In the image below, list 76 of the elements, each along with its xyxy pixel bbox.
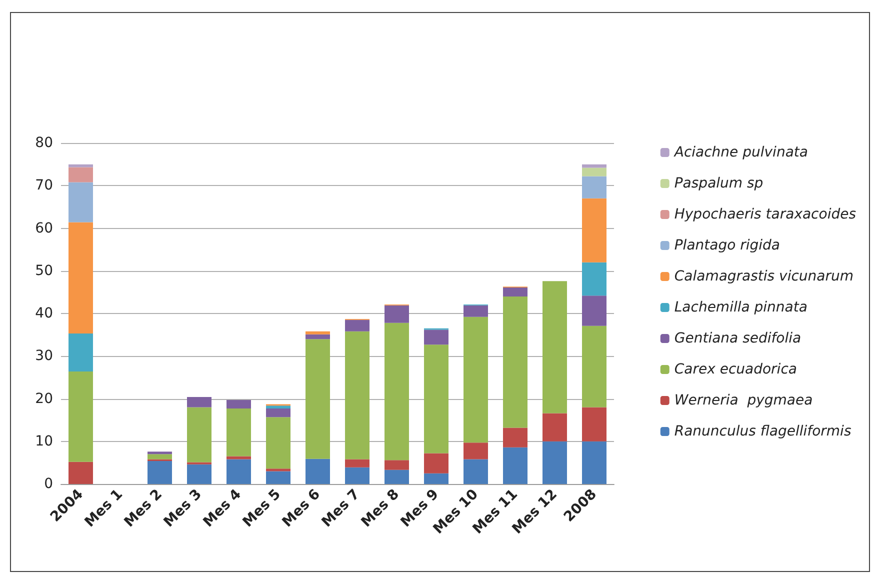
bar (384, 322, 409, 460)
bar (424, 473, 448, 484)
bar (384, 470, 409, 484)
bar (68, 222, 93, 334)
legend-label: Calamagrastis vicunarum (674, 268, 854, 284)
bar (187, 407, 212, 462)
y-tick-label: 70 (35, 178, 53, 194)
bar (306, 458, 330, 484)
y-tick-label: 50 (35, 262, 53, 279)
legend-label: Aciachne pulvinata (673, 144, 808, 160)
bar (345, 320, 370, 332)
bar (542, 441, 567, 484)
bar (582, 168, 606, 176)
bar (187, 397, 212, 408)
bar (187, 464, 212, 484)
bar (424, 330, 448, 345)
bar (345, 459, 370, 468)
bar (542, 413, 567, 442)
legend-label: Hypochaeris taraxacoides (674, 206, 856, 222)
bar (582, 407, 606, 442)
bar (306, 331, 330, 334)
bar (503, 296, 528, 428)
bar (464, 459, 488, 484)
y-tick-label: 0 (44, 476, 53, 492)
y-tick-label: 10 (35, 433, 53, 450)
bar (306, 339, 330, 459)
bar (424, 453, 448, 474)
bar (68, 371, 93, 462)
bar (582, 262, 606, 296)
bar (266, 417, 290, 469)
bar (68, 167, 93, 182)
bar (582, 296, 606, 326)
bar (345, 467, 370, 484)
bar (148, 452, 172, 454)
bar (464, 442, 488, 460)
bar (148, 460, 172, 484)
legend-label: Paspalum sp (674, 176, 764, 192)
bar (68, 334, 93, 372)
legend-label: Ranunculus flagelliformis (674, 424, 852, 440)
bar (266, 406, 290, 409)
bar (582, 176, 606, 198)
bar (226, 459, 251, 484)
bar (464, 305, 488, 317)
bar (464, 316, 488, 443)
bar (68, 462, 93, 484)
bar (306, 334, 330, 340)
y-tick-label: 80 (35, 135, 53, 151)
bar (345, 331, 370, 460)
bar (384, 460, 409, 470)
legend-label: Carex ecuadorica (674, 362, 797, 378)
bar (582, 326, 606, 408)
bar (68, 164, 93, 168)
bar (266, 408, 290, 418)
bar (226, 408, 251, 456)
bar (503, 288, 528, 296)
bar (384, 305, 409, 323)
legend-label: Plantago rigida (674, 238, 780, 254)
legend-label: Werneria pygmaea (674, 392, 813, 408)
y-tick-label: 20 (35, 390, 53, 407)
bar (266, 468, 290, 472)
bar (582, 198, 606, 262)
bar (424, 344, 448, 454)
bar (503, 447, 528, 484)
legend-label: Lachemilla pinnata (674, 300, 808, 316)
bar (542, 281, 567, 414)
bar (68, 182, 93, 222)
bar (266, 471, 290, 484)
legend-label: Gentiana sedifolia (674, 330, 802, 346)
y-tick-label: 60 (35, 220, 53, 236)
bar (503, 428, 528, 448)
bar (226, 456, 251, 460)
bar (148, 454, 172, 460)
y-tick-label: 40 (35, 306, 53, 322)
y-tick-label: 30 (35, 348, 53, 364)
bar (226, 400, 251, 409)
bar (582, 441, 606, 484)
